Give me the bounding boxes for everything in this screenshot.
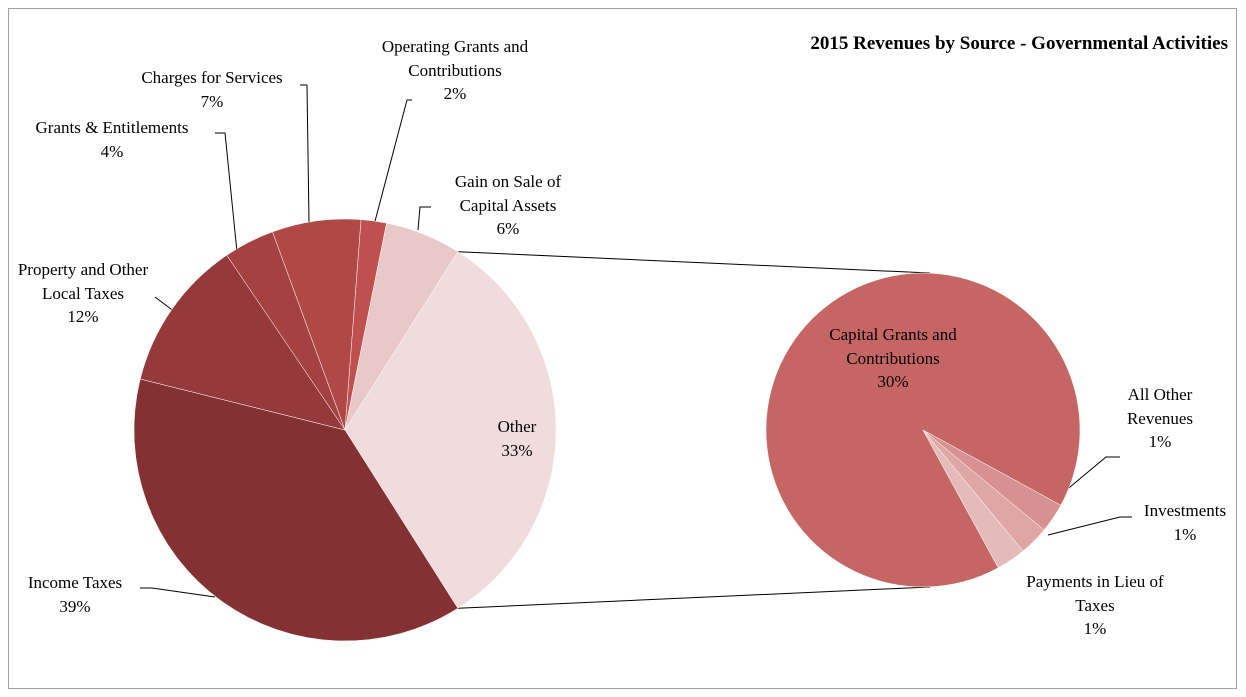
value-label: 2%	[443, 84, 467, 103]
category-label: Capital Grants and Contributions	[829, 325, 957, 368]
value-label: 39%	[59, 596, 91, 616]
chart-border	[8, 8, 1237, 689]
category-label: Gain on Sale of Capital Assets	[454, 172, 562, 215]
value-label: 4%	[100, 141, 124, 161]
leader-line	[300, 84, 310, 224]
data-label: Payments in Lieu of Taxes 1%	[1010, 570, 1180, 641]
value-label: 1%	[1083, 619, 1107, 638]
value-label: 6%	[496, 219, 520, 238]
data-label: Investments 1%	[1125, 499, 1245, 546]
value-label: 7%	[200, 91, 224, 111]
data-label: All Other Revenues 1%	[1100, 383, 1220, 454]
pie-slice	[922, 429, 1024, 569]
leader-line	[215, 132, 238, 253]
category-label: Payments in Lieu of Taxes	[1026, 572, 1164, 615]
connector-line	[457, 251, 931, 274]
category-label: Operating Grants and Contributions	[381, 37, 529, 80]
data-label: Operating Grants and Contributions 2%	[355, 35, 555, 106]
value-label: 1%	[1173, 524, 1197, 544]
chart-title: 2015 Revenues by Source - Governmental A…	[810, 33, 1228, 54]
data-label: Capital Grants and Contributions 30%	[793, 323, 993, 394]
category-label: All Other Revenues	[1126, 385, 1194, 428]
leader-line	[1047, 516, 1132, 536]
slices	[133, 218, 1081, 642]
data-label: Grants & Entitlements 4%	[7, 116, 217, 163]
value-label: 1%	[1148, 432, 1172, 451]
connectors	[457, 251, 931, 609]
data-label: Charges for Services 7%	[112, 66, 312, 113]
pie-slice	[139, 254, 346, 431]
leader-line	[417, 206, 431, 231]
connector-line	[457, 586, 931, 609]
value-label: 12%	[67, 307, 99, 326]
pie-slice	[344, 251, 557, 609]
leader-line	[373, 99, 412, 226]
leader-lines	[140, 84, 1132, 598]
category-label: Income Taxes	[27, 573, 123, 592]
data-label: Income Taxes 39%	[5, 571, 145, 618]
category-label: Investments	[1143, 501, 1227, 520]
category-label: Grants & Entitlements	[35, 118, 189, 137]
category-label: Charges for Services	[141, 68, 283, 87]
leader-line	[1063, 456, 1120, 493]
value-label: 30%	[877, 372, 909, 391]
value-label: 33%	[501, 440, 533, 460]
pie-slice	[344, 222, 459, 431]
data-label: Gain on Sale of Capital Assets 6%	[433, 170, 583, 241]
pie-slice	[133, 378, 459, 642]
category-label: Other	[497, 417, 537, 436]
pie-slice	[765, 272, 1081, 588]
data-label: Other 33%	[457, 415, 577, 462]
data-label: Property and Other Local Taxes 12%	[8, 258, 158, 329]
category-label: Property and Other Local Taxes	[17, 260, 149, 303]
leader-line	[140, 587, 216, 598]
